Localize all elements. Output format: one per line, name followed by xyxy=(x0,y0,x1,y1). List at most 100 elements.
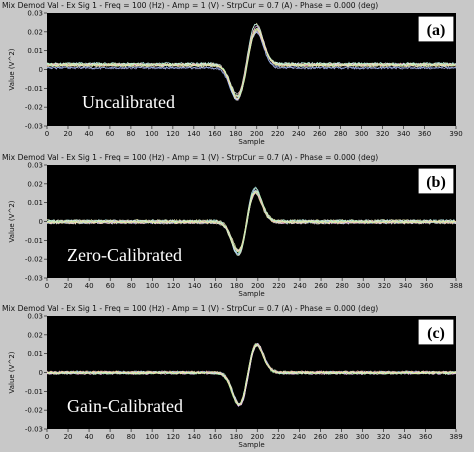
y-tick-label: -0.03 xyxy=(25,123,43,131)
y-tick-label: 0 xyxy=(39,218,43,226)
x-tick-label: 300 xyxy=(355,130,368,138)
trace-group xyxy=(47,342,456,407)
y-axis-title: Value (V^2) xyxy=(8,200,16,242)
signal-trace xyxy=(47,28,456,100)
x-tick-label: 80 xyxy=(127,282,136,290)
x-tick-label: 390 xyxy=(449,130,462,138)
x-tick-label: 100 xyxy=(145,130,158,138)
x-tick-label: 140 xyxy=(187,130,200,138)
y-tick-label: -0.02 xyxy=(25,407,43,415)
x-tick-label: 220 xyxy=(272,433,285,441)
x-tick-label: 120 xyxy=(166,130,179,138)
panel-badge xyxy=(417,167,455,195)
x-tick-label: 80 xyxy=(126,130,135,138)
x-tick-label: 180 xyxy=(230,433,243,441)
x-tick-label: 240 xyxy=(293,433,306,441)
panel-badge-label: (a) xyxy=(427,22,446,39)
signal-trace xyxy=(47,344,456,406)
x-tick-label: 100 xyxy=(146,282,159,290)
x-tick-label: 40 xyxy=(85,282,94,290)
x-tick-label: 60 xyxy=(106,433,115,441)
x-tick-label: 180 xyxy=(229,130,242,138)
x-axis-title: Sample xyxy=(238,441,264,449)
y-tick-label: -0.01 xyxy=(25,237,43,245)
x-tick-label: 260 xyxy=(314,282,327,290)
x-tick-label: 160 xyxy=(209,282,222,290)
y-tick-label: -0.01 xyxy=(25,388,43,396)
x-tick-label: 0 xyxy=(45,433,49,441)
y-tick-label: 0.01 xyxy=(27,350,43,358)
x-tick-label: 60 xyxy=(105,130,114,138)
calibration-label: Gain-Calibrated xyxy=(67,396,183,416)
x-tick-label: 260 xyxy=(313,130,326,138)
x-tick-label: 140 xyxy=(188,433,201,441)
x-axis-title: Sample xyxy=(238,138,264,146)
y-tick-label: 0 xyxy=(39,369,43,377)
x-tick-label: 200 xyxy=(251,433,264,441)
x-tick-label: 140 xyxy=(188,282,201,290)
chart-title: Mix Demod Val - Ex Sig 1 - Freq = 100 (H… xyxy=(2,1,379,10)
y-tick-label: -0.02 xyxy=(25,104,43,112)
x-tick-label: 220 xyxy=(272,282,285,290)
panel-badge-label: (b) xyxy=(426,174,446,191)
x-tick-label: 60 xyxy=(106,282,115,290)
x-tick-label: 320 xyxy=(378,282,391,290)
signal-trace xyxy=(47,192,456,253)
chart-plot-a: 0.030.020.010-0.01-0.02-0.030 20 40 60 80 100… xyxy=(8,10,463,147)
x-tick-label: 240 xyxy=(292,130,305,138)
y-axis-title: Value (V^2) xyxy=(8,351,16,393)
x-tick-label: 120 xyxy=(166,433,179,441)
y-tick-label: -0.03 xyxy=(25,426,43,434)
panel-badge xyxy=(417,15,455,43)
y-tick-label: 0.02 xyxy=(27,180,43,188)
x-tick-label: 280 xyxy=(334,130,347,138)
panel-badge-label: (c) xyxy=(427,325,445,342)
x-tick-label: 240 xyxy=(293,282,306,290)
x-tick-label: 200 xyxy=(250,130,263,138)
x-tick-label: 340 xyxy=(398,433,411,441)
x-tick-label: 300 xyxy=(357,282,370,290)
y-tick-label: 0.01 xyxy=(27,47,43,55)
x-tick-label: 300 xyxy=(356,433,369,441)
x-tick-label: 160 xyxy=(208,130,221,138)
chart-plot-c: 0.030.020.010-0.01-0.02-0.030 20 40 60 80 100… xyxy=(8,313,463,450)
chart-plot-b: 0.030.020.010-0.01-0.02-0.030 20 40 60 80 100… xyxy=(8,162,463,299)
x-tick-label: 340 xyxy=(399,282,412,290)
chart-panel-c: Mix Demod Val - Ex Sig 1 - Freq = 100 (H… xyxy=(0,303,474,449)
y-tick-label: 0.02 xyxy=(27,28,43,36)
chart-title: Mix Demod Val - Ex Sig 1 - Freq = 100 (H… xyxy=(2,153,379,162)
x-tick-label: 200 xyxy=(251,282,264,290)
x-tick-label: 20 xyxy=(64,282,73,290)
x-tick-label: 388 xyxy=(449,282,462,290)
chart-title: Mix Demod Val - Ex Sig 1 - Freq = 100 (H… xyxy=(2,304,379,313)
trace-group xyxy=(47,22,456,102)
y-tick-label: 0.03 xyxy=(27,313,43,321)
y-tick-label: -0.01 xyxy=(25,85,43,93)
chart-panel-a: Mix Demod Val - Ex Sig 1 - Freq = 100 (H… xyxy=(0,0,474,146)
x-tick-label: 260 xyxy=(314,433,327,441)
x-tick-label: 389 xyxy=(449,433,462,441)
x-tick-label: 320 xyxy=(376,130,389,138)
x-tick-label: 100 xyxy=(145,433,158,441)
x-tick-label: 360 xyxy=(420,282,433,290)
x-tick-label: 360 xyxy=(418,130,431,138)
x-axis-title: Sample xyxy=(238,290,264,298)
x-tick-label: 280 xyxy=(335,433,348,441)
x-tick-label: 340 xyxy=(397,130,410,138)
x-tick-label: 40 xyxy=(84,130,93,138)
trace-group xyxy=(47,186,456,256)
y-tick-label: -0.02 xyxy=(25,256,43,264)
x-tick-label: 180 xyxy=(230,282,243,290)
x-tick-label: 320 xyxy=(377,433,390,441)
y-tick-label: -0.03 xyxy=(25,275,43,283)
x-tick-label: 120 xyxy=(167,282,180,290)
x-tick-label: 0 xyxy=(45,282,49,290)
signal-trace xyxy=(47,28,456,97)
x-tick-label: 280 xyxy=(335,282,348,290)
y-axis-title: Value (V^2) xyxy=(8,48,16,90)
chart-panel-b: Mix Demod Val - Ex Sig 1 - Freq = 100 (H… xyxy=(0,152,474,298)
y-tick-label: 0.03 xyxy=(27,162,43,170)
x-tick-label: 40 xyxy=(85,433,94,441)
x-tick-label: 20 xyxy=(64,130,73,138)
x-tick-label: 160 xyxy=(209,433,222,441)
